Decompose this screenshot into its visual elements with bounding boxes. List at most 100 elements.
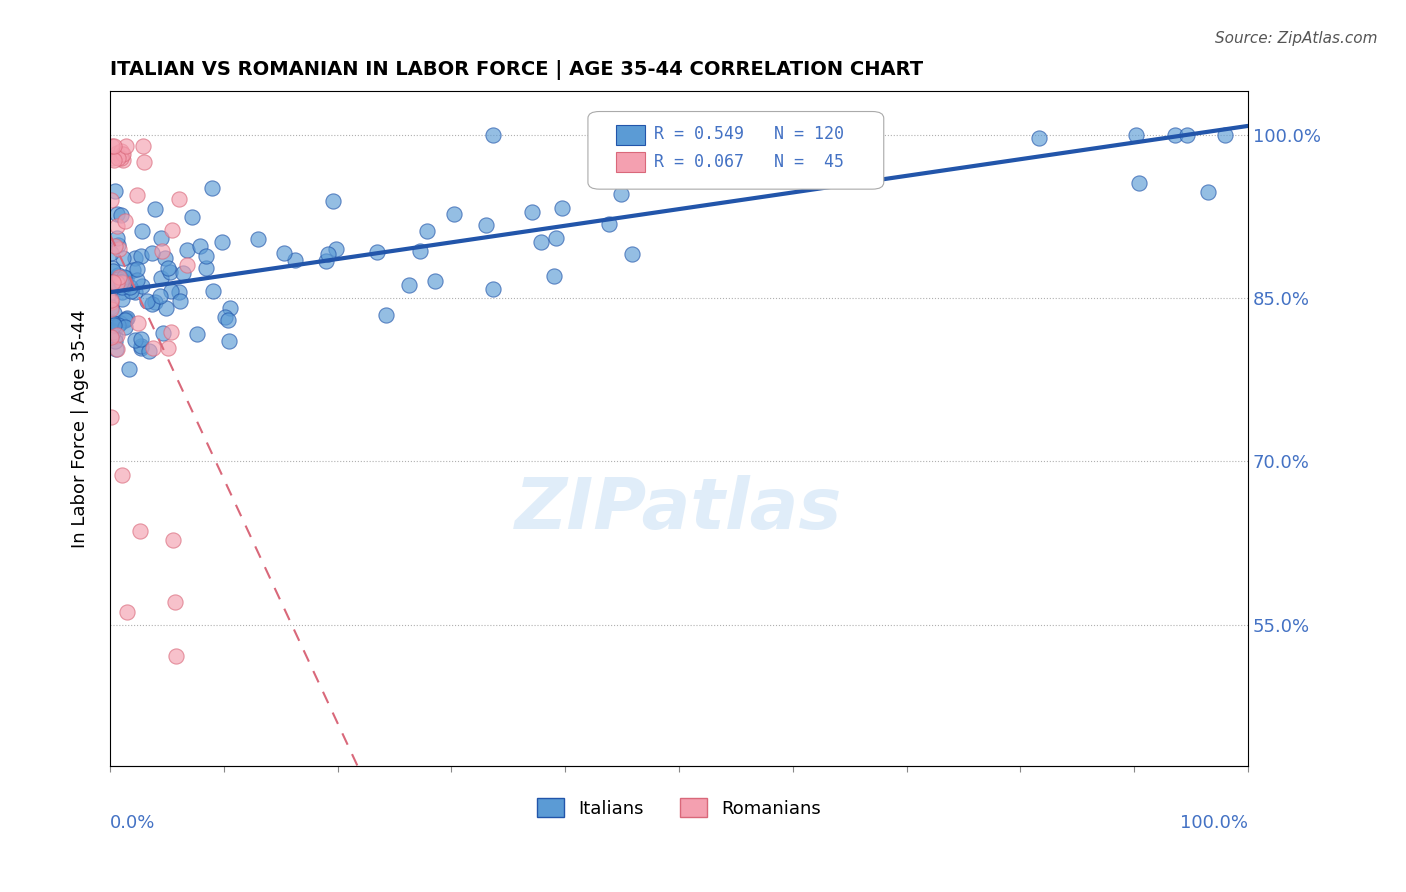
Point (217, 312, 239, 326)
Point (118, 280, 141, 294)
Point (1164, 128, 1187, 142)
Point (374, 308, 396, 322)
Point (165, 595, 187, 609)
Point (443, 207, 465, 221)
Point (108, 269, 131, 284)
Point (129, 341, 152, 355)
Point (138, 343, 160, 358)
Point (132, 138, 155, 153)
Point (115, 312, 138, 326)
Text: 0.0%: 0.0% (110, 814, 156, 831)
Point (111, 146, 134, 161)
Legend: Italians, Romanians: Italians, Romanians (530, 791, 828, 825)
Point (110, 316, 132, 330)
Point (141, 297, 163, 311)
Point (111, 292, 134, 306)
Point (124, 285, 146, 299)
Point (114, 138, 136, 153)
Point (169, 193, 191, 207)
Point (143, 295, 166, 310)
Point (157, 342, 180, 356)
Point (1175, 128, 1198, 142)
Point (129, 249, 152, 263)
Point (104, 334, 127, 348)
Point (103, 138, 125, 153)
Point (423, 274, 446, 288)
Point (100, 302, 122, 317)
Point (125, 272, 148, 286)
Point (100, 323, 122, 337)
Point (107, 272, 129, 286)
Point (284, 252, 307, 267)
Point (114, 214, 136, 228)
Point (111, 285, 134, 299)
Point (108, 243, 131, 257)
Point (125, 187, 148, 202)
Point (149, 231, 172, 245)
Point (128, 524, 150, 538)
Point (100, 275, 122, 289)
Point (111, 251, 134, 265)
Point (104, 239, 127, 253)
Point (110, 151, 132, 165)
Point (112, 269, 135, 284)
Point (325, 242, 347, 256)
Point (156, 260, 179, 275)
Point (1125, 128, 1147, 142)
Point (107, 318, 129, 333)
Point (105, 207, 128, 221)
Point (100, 193, 122, 207)
Point (598, 217, 620, 231)
Point (110, 275, 132, 289)
Point (172, 267, 194, 281)
Text: ITALIAN VS ROMANIAN IN LABOR FORCE | AGE 35-44 CORRELATION CHART: ITALIAN VS ROMANIAN IN LABOR FORCE | AGE… (110, 60, 924, 79)
Point (136, 293, 159, 308)
Point (149, 288, 172, 302)
Point (100, 293, 122, 307)
Point (155, 251, 177, 265)
Point (181, 211, 204, 225)
Point (366, 244, 388, 259)
Point (150, 270, 173, 285)
Point (176, 243, 198, 257)
Point (773, 128, 796, 142)
Point (105, 276, 128, 290)
Point (167, 285, 190, 300)
Point (107, 237, 129, 252)
Point (100, 323, 122, 337)
Point (160, 284, 183, 298)
Point (111, 146, 134, 161)
Point (200, 181, 222, 195)
Point (141, 246, 163, 260)
Point (160, 222, 183, 236)
Point (398, 277, 420, 292)
Point (110, 145, 132, 159)
Point (101, 325, 124, 339)
Point (188, 239, 211, 253)
Point (176, 259, 198, 273)
Point (550, 202, 572, 216)
Text: R = 0.067   N =  45: R = 0.067 N = 45 (654, 153, 844, 171)
Point (107, 268, 129, 282)
Point (132, 155, 155, 169)
Point (520, 205, 543, 219)
Point (165, 648, 187, 663)
Text: 100.0%: 100.0% (1180, 814, 1249, 831)
Point (111, 273, 134, 287)
Point (169, 293, 191, 308)
Point (104, 274, 127, 288)
Point (186, 327, 208, 342)
Point (201, 285, 224, 299)
Point (129, 332, 152, 346)
Point (105, 343, 128, 357)
Point (105, 219, 128, 233)
Point (832, 136, 855, 150)
Point (131, 339, 153, 353)
Point (1028, 131, 1050, 145)
Point (475, 218, 498, 232)
Point (111, 467, 134, 482)
Point (529, 235, 551, 249)
Point (112, 276, 135, 290)
Point (218, 301, 240, 316)
Point (155, 301, 177, 315)
